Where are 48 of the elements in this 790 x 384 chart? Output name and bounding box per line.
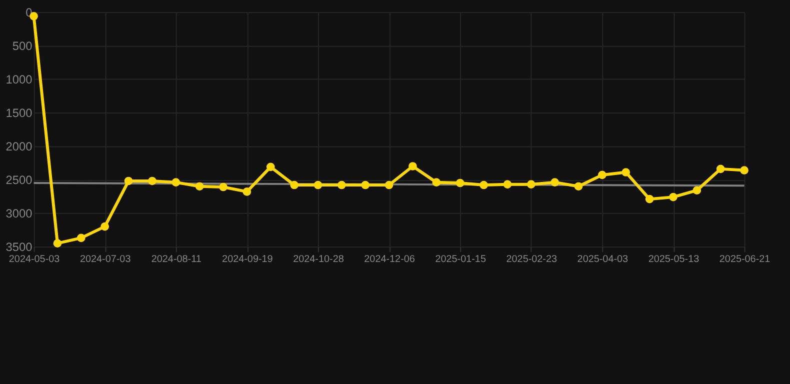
x-tick-label: 2025-06-21 <box>719 254 771 266</box>
x-tick-label: 2024-09-19 <box>222 254 274 266</box>
point <box>148 176 156 186</box>
point <box>124 176 133 186</box>
x-tick-label: 2024-10-28 <box>293 254 344 266</box>
point <box>408 162 417 170</box>
point <box>195 182 204 190</box>
x-tick-label: 2025-01-15 <box>435 254 486 266</box>
x-tick-label: 2025-02-23 <box>506 254 558 266</box>
point <box>526 180 536 188</box>
point <box>432 178 441 186</box>
point <box>740 166 748 174</box>
point <box>550 178 559 186</box>
point <box>598 170 606 180</box>
x-tick-label: 2025-04-03 <box>577 254 629 266</box>
x-tick-label: 2024-08-11 <box>151 254 202 266</box>
x-tick-label: 2024-05-03 <box>8 254 60 266</box>
point <box>266 162 275 172</box>
point <box>314 180 322 190</box>
y-tick-label: 2000 <box>6 140 33 154</box>
y-tick-label: 1500 <box>6 106 33 120</box>
point <box>338 180 346 190</box>
y-tick-label: 3500 <box>6 240 33 254</box>
y-tick-label: 2500 <box>6 173 33 188</box>
point <box>290 180 298 190</box>
point <box>622 168 630 176</box>
point <box>645 194 654 204</box>
point <box>574 182 583 190</box>
point <box>219 182 228 192</box>
point <box>242 188 252 196</box>
point <box>172 178 180 186</box>
point <box>456 178 464 188</box>
point <box>100 222 109 231</box>
point <box>480 180 488 190</box>
point <box>503 180 512 188</box>
x-tick-label: 2024-12-06 <box>364 254 416 266</box>
point <box>692 186 702 195</box>
y-tick-label: 1000 <box>6 72 33 87</box>
point <box>76 234 86 242</box>
point <box>669 192 678 202</box>
point <box>53 239 62 248</box>
x-tick-label: 2025-05-13 <box>648 254 700 266</box>
point <box>716 164 725 174</box>
y-tick-label: 500 <box>12 39 33 54</box>
point <box>361 180 370 190</box>
y-tick-label: 3000 <box>6 206 33 221</box>
x-tick-label: 2024-07-03 <box>80 254 132 266</box>
point <box>384 180 394 190</box>
